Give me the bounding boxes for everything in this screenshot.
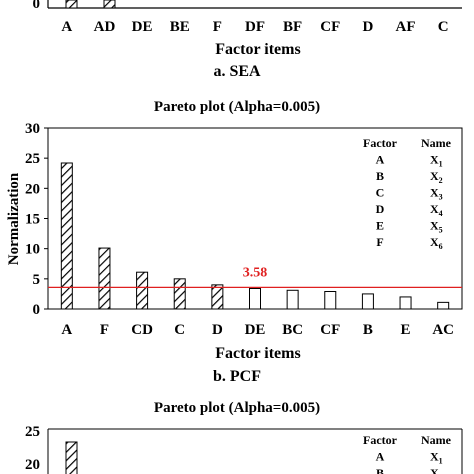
- legend-name: X6: [430, 235, 443, 251]
- legend-factor: A: [376, 450, 385, 464]
- threshold-label: 3.58: [243, 265, 268, 280]
- legend-factor: B: [376, 169, 384, 183]
- legend-header-name: Name: [421, 136, 452, 150]
- legend-factor: C: [376, 186, 385, 200]
- top-panel-x-tick-label: D: [362, 19, 373, 35]
- bar: [286, 289, 299, 310]
- x-tick-label: D: [212, 322, 223, 338]
- bar: [399, 296, 412, 310]
- top-panel-sea: 0 A AD DE BE F DF BF CF D AF C Factor items a. SEA: [33, 0, 462, 80]
- bottom-bar-partial: [65, 441, 78, 474]
- bar: [173, 278, 186, 310]
- legend-name: X3: [430, 186, 443, 202]
- bar: [324, 291, 337, 310]
- top-panel-x-tick-label: F: [213, 19, 222, 35]
- x-tick-label: AC: [432, 322, 454, 338]
- legend-name: X1: [430, 153, 443, 169]
- y-tick-label: 25: [25, 151, 40, 167]
- legend-header-factor: Factor: [363, 433, 398, 447]
- top-panel-x-axis-label: Factor items: [215, 41, 300, 58]
- top-panel-caption: a. SEA: [213, 63, 261, 80]
- x-tick-label: F: [100, 322, 109, 338]
- top-panel-x-tick-label: CF: [320, 19, 340, 35]
- legend-factor: A: [376, 153, 385, 167]
- y-axis-label: Normalization: [6, 172, 22, 265]
- top-panel-x-tick-label: DF: [245, 19, 265, 35]
- x-tick-label: C: [174, 322, 185, 338]
- x-tick-label: A: [61, 322, 72, 338]
- bar: [361, 293, 374, 310]
- legend-name: X2: [430, 169, 443, 185]
- y-tick-label: 10: [25, 242, 40, 258]
- top-panel-x-tick-label: DE: [132, 19, 153, 35]
- top-panel-x-tick-label: BE: [170, 19, 190, 35]
- bar: [60, 162, 73, 310]
- pcf-pareto-chart: Pareto plot (Alpha=0.005) 0 5 10 15 20 25 30 N…: [6, 99, 463, 385]
- legend-header-factor: Factor: [363, 136, 398, 150]
- legend-name: X1: [430, 450, 443, 466]
- chart-title: Pareto plot (Alpha=0.005): [154, 99, 320, 115]
- top-panel-x-tick-label: A: [61, 19, 72, 35]
- top-panel-x-tick-label: C: [438, 19, 449, 35]
- top-panel-y-tick-label: 0: [33, 0, 41, 12]
- legend-factor: D: [376, 202, 385, 216]
- bar: [211, 284, 224, 310]
- bottom-y-tick-label: 20: [25, 457, 40, 473]
- legend-factor: B: [376, 466, 384, 474]
- y-tick-label: 15: [25, 212, 40, 228]
- legend-name: X5: [430, 219, 443, 235]
- x-tick-label: CF: [320, 322, 340, 338]
- legend-name: X2: [430, 466, 443, 474]
- y-tick-label: 30: [25, 121, 40, 137]
- legend-factor: E: [376, 219, 384, 233]
- x-tick-label: BC: [282, 322, 303, 338]
- x-tick-label: DE: [245, 322, 266, 338]
- bar: [98, 247, 111, 310]
- bar: [136, 271, 149, 310]
- top-panel-bar-partial: [65, 0, 78, 9]
- top-panel-x-tick-label: AD: [94, 19, 116, 35]
- x-tick-label: B: [363, 322, 373, 338]
- legend-name: X4: [430, 202, 443, 218]
- legend-header-name: Name: [421, 433, 452, 447]
- y-tick-label: 5: [33, 272, 41, 288]
- factor-legend: Factor Name A X1 B X2 C X3 D X4 E X5 F X6: [363, 136, 452, 251]
- x-axis-label: Factor items: [215, 345, 300, 362]
- x-tick-label: E: [401, 322, 411, 338]
- bottom-factor-legend: Factor Name A X1 B X2: [363, 433, 452, 474]
- chart-caption: b. PCF: [213, 368, 261, 385]
- bar: [437, 301, 450, 310]
- bottom-chart-title: Pareto plot (Alpha=0.005): [154, 400, 320, 416]
- bar: [249, 287, 261, 310]
- y-tick-label: 0: [33, 302, 41, 318]
- top-panel-x-tick-label: BF: [283, 19, 302, 35]
- x-tick-label: CD: [131, 322, 153, 338]
- top-panel-bar-partial: [103, 0, 116, 9]
- y-tick-label: 20: [25, 181, 40, 197]
- top-panel-x-tick-label: AF: [396, 19, 416, 35]
- bottom-y-tick-label: 25: [25, 424, 40, 440]
- legend-factor: F: [376, 235, 383, 249]
- bottom-pareto-chart: Pareto plot (Alpha=0.005) 25 20 Factor Na…: [25, 400, 463, 474]
